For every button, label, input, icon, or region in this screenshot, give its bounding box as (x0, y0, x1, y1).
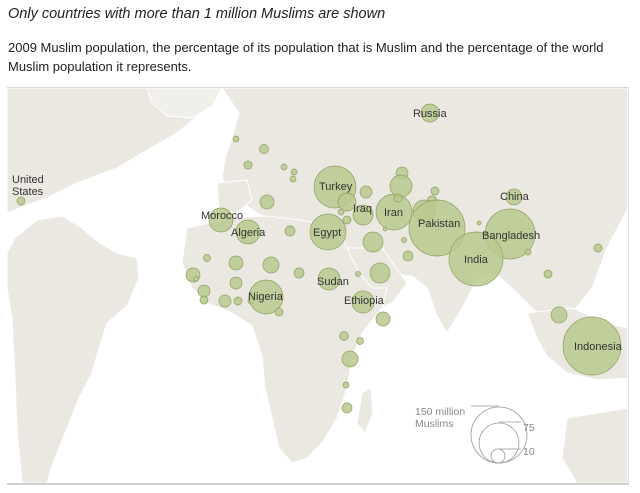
australia-land (561, 407, 628, 483)
bubble-russia (420, 103, 440, 123)
bubble-france (243, 160, 253, 170)
bubble-thailand (543, 269, 553, 279)
greenland-land (146, 88, 223, 119)
size-legend (470, 405, 528, 464)
bubble-cameroon (274, 307, 284, 317)
bubble-mali (228, 255, 244, 271)
bubble-mauritania (203, 254, 211, 262)
legend-150-label: 150 million Muslims (415, 406, 466, 430)
bubble-bosnia (280, 163, 288, 171)
bubble-pakistan (408, 199, 466, 257)
label-china: China (500, 191, 529, 203)
label-ethiopia: Ethiopia (344, 295, 384, 307)
label-egypt: Egypt (313, 227, 342, 239)
bubble-libya (284, 225, 296, 237)
bubble-oman (402, 250, 414, 262)
bubble-kyrgyzstan (430, 186, 440, 196)
bubble-iraq (352, 204, 374, 226)
bubble-syria (337, 192, 357, 212)
bubble-china (505, 188, 523, 206)
bubble-uganda (339, 331, 349, 341)
bubble-ethiopia (351, 290, 375, 314)
bubble-guinea (197, 284, 211, 298)
label-india: India (464, 254, 488, 266)
iberia-land (216, 179, 253, 214)
map-note: Only countries with more than 1 million … (8, 6, 386, 22)
label-turkey: Turkey (319, 181, 353, 193)
bubble-cote-divoire (218, 294, 232, 308)
label-russia: Russia (413, 108, 447, 120)
bubble-chad (293, 267, 305, 279)
bubble-bulgaria (290, 168, 298, 176)
bubble-kenya (356, 337, 364, 345)
bubble-gambia (193, 276, 199, 282)
world-map (7, 88, 628, 483)
bubble-egypt (309, 213, 347, 251)
bubble-niger (262, 256, 280, 274)
bubble-united-states (16, 196, 26, 206)
bubble-lebanon (337, 208, 345, 216)
bubble-malaysia (550, 306, 568, 324)
bubble-sierra-leone (199, 295, 209, 305)
bubble-jordan (342, 215, 352, 225)
bubble-india (448, 231, 504, 287)
madagascar-land (356, 387, 374, 434)
label-indonesia: Indonesia (574, 341, 622, 353)
bubble-philippines (593, 243, 603, 253)
bubble-yemen (369, 262, 391, 284)
bubble-tunisia (259, 194, 275, 210)
bubble-indonesia (562, 316, 622, 376)
bubble-germany (259, 144, 269, 154)
bubble-albania (289, 175, 297, 183)
bubble-nigeria (248, 279, 284, 315)
bubble-malawi (342, 381, 350, 389)
bubble-burkina-faso (229, 276, 243, 290)
label-algeria: Algeria (231, 227, 266, 239)
bubble-somalia (375, 311, 391, 327)
bubbles (16, 103, 622, 414)
label-sudan: Sudan (317, 276, 349, 288)
bubble-mozambique (341, 402, 353, 414)
map-frame: United States Russia Turkey Iraq Iran Ch… (7, 87, 629, 485)
label-iran: Iran (384, 207, 403, 219)
label-pakistan: Pakistan (418, 218, 461, 230)
label-united-states: United States (12, 174, 44, 198)
bubble-myanmar (524, 248, 532, 256)
label-bangladesh: Bangladesh (482, 230, 541, 242)
legend-75-label: 75 (523, 422, 535, 434)
bubble-kuwait (382, 226, 388, 232)
bubble-eritrea (355, 271, 361, 277)
label-morocco: Morocco (201, 210, 244, 222)
bubble-uae (401, 237, 407, 243)
bubble-ghana (233, 296, 243, 306)
bubble-uzbekistan (389, 174, 413, 198)
label-iraq: Iraq (353, 203, 372, 215)
bubble-azerbaijan (359, 185, 373, 199)
bubble-sudan (317, 267, 341, 291)
legend-10-label: 10 (523, 446, 535, 458)
label-nigeria: Nigeria (248, 291, 283, 303)
bubble-saudi-arabia (362, 231, 384, 253)
bubble-nepal (476, 220, 482, 226)
map-description: 2009 Muslim population, the percentage o… (8, 40, 604, 74)
south-america-land (7, 215, 140, 483)
bubble-uk (232, 135, 240, 143)
bubble-turkmenistan (393, 193, 403, 203)
bubble-tanzania (341, 350, 359, 368)
bubble-morocco (208, 207, 234, 233)
bubble-algeria (235, 219, 261, 245)
